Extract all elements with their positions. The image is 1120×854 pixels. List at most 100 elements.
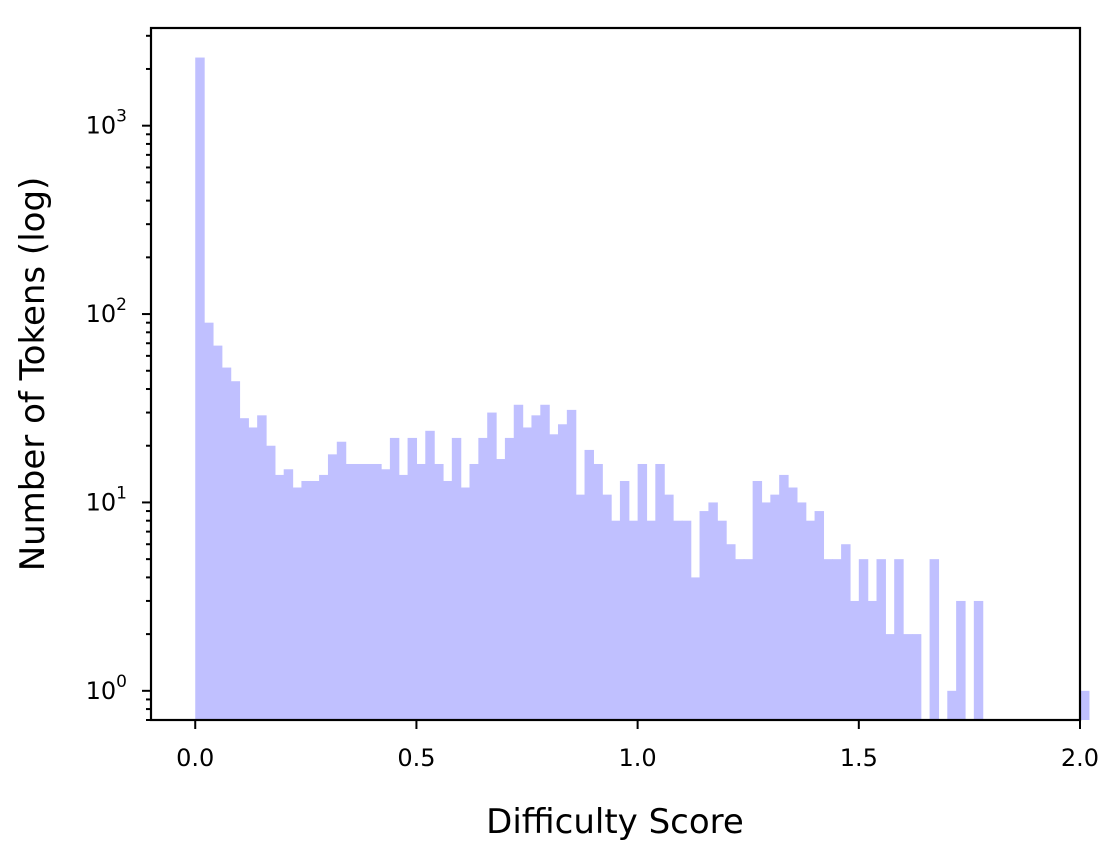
x-tick-label: 0.0 — [176, 744, 214, 772]
histogram-bar — [301, 480, 311, 720]
histogram-bar — [593, 463, 603, 720]
histogram-bar — [549, 434, 559, 720]
histogram-bar — [407, 437, 418, 720]
y-tick-label: 100 — [86, 672, 127, 705]
histogram-bar — [894, 559, 904, 720]
y-axis: 100 101 102 103 — [86, 34, 151, 721]
histogram-bar — [478, 437, 488, 720]
histogram-bar — [310, 480, 320, 720]
histogram-bar — [451, 437, 462, 720]
histogram-bar — [248, 427, 258, 720]
histogram-bar — [372, 463, 382, 720]
histogram-bar — [885, 634, 895, 720]
histogram-bar — [947, 690, 957, 720]
histogram-bar — [673, 520, 683, 720]
histogram-bar — [363, 463, 373, 720]
histogram-bar — [319, 474, 329, 720]
histogram-bar — [389, 437, 400, 720]
y-tick-label: 103 — [86, 107, 127, 140]
histogram-bar — [805, 520, 816, 720]
histogram-bar — [770, 494, 780, 720]
histogram-bar — [619, 480, 630, 720]
histogram-bar — [566, 409, 577, 720]
histogram-bar — [823, 559, 833, 720]
histogram-bar — [469, 463, 479, 720]
histogram-bar — [327, 454, 338, 720]
histogram-bar — [646, 520, 656, 720]
histogram-bar — [752, 480, 763, 720]
histogram-bar — [717, 520, 727, 720]
histogram-bar — [867, 600, 878, 720]
histogram-bar — [257, 415, 267, 720]
histogram-bar — [266, 445, 276, 720]
x-tick-label: 1.0 — [619, 744, 657, 772]
histogram-bar — [611, 520, 621, 720]
histogram-bar — [522, 427, 533, 720]
histogram-bar — [496, 459, 506, 720]
histogram-bar — [602, 494, 612, 720]
histogram-bar — [690, 577, 701, 720]
histogram-bar — [212, 345, 223, 720]
histogram-bar — [788, 487, 798, 720]
histogram-bar — [796, 502, 807, 720]
histogram-bar — [442, 480, 453, 720]
histogram-bar — [708, 502, 718, 720]
histogram-bars — [195, 57, 1090, 721]
histogram-bar — [354, 463, 364, 720]
x-tick-label: 1.5 — [840, 744, 878, 772]
histogram-bar — [239, 418, 249, 720]
y-tick-label: 101 — [86, 483, 127, 516]
histogram-bar — [292, 487, 303, 720]
histogram-bar — [274, 474, 285, 720]
histogram-bar — [504, 437, 515, 720]
histogram-bar — [425, 430, 435, 720]
histogram-bar — [699, 511, 709, 720]
histogram-bar — [779, 474, 789, 720]
x-tick-label: 0.5 — [397, 744, 435, 772]
histogram-bar — [398, 474, 409, 720]
histogram-bar — [531, 415, 541, 720]
x-axis-title: Difficulty Score — [486, 802, 744, 842]
histogram-bar — [195, 57, 205, 721]
histogram-bar — [204, 322, 214, 720]
histogram-bar — [903, 634, 913, 720]
plot-frame — [149, 26, 1082, 722]
histogram-bar — [584, 449, 594, 720]
histogram-bar — [628, 520, 639, 720]
histogram-bar — [929, 559, 940, 720]
histogram-bar — [575, 494, 586, 720]
y-axis-title: Number of Tokens (log) — [13, 177, 53, 572]
histogram-bar — [336, 441, 347, 720]
histogram-bar — [726, 544, 736, 720]
histogram-bar — [434, 463, 444, 720]
histogram-bar — [849, 600, 860, 720]
histogram-bar — [416, 463, 426, 720]
histogram-bar — [814, 511, 825, 720]
histogram-bar — [761, 502, 771, 720]
histogram-bar — [956, 600, 966, 720]
histogram-bar — [221, 367, 232, 720]
histogram-bar — [876, 559, 886, 720]
histogram-bar — [487, 412, 497, 720]
histogram-bar — [911, 634, 922, 720]
histogram-bar — [858, 559, 869, 720]
histogram-bar — [513, 404, 524, 720]
histogram-bar — [283, 469, 294, 720]
histogram-bar — [460, 487, 471, 720]
histogram-bar — [734, 559, 745, 720]
histogram-bar — [973, 600, 984, 720]
x-axis: 0.0 0.5 1.0 1.5 2.0 — [176, 720, 1099, 772]
histogram-bar — [540, 404, 550, 720]
histogram-bar — [230, 381, 241, 720]
histogram-bar — [345, 463, 356, 720]
histogram-bar — [832, 559, 842, 720]
histogram-bar — [655, 463, 665, 720]
y-tick-label: 102 — [86, 295, 127, 328]
histogram-bar — [557, 424, 568, 720]
histogram-bar — [381, 469, 391, 720]
histogram-bar — [681, 520, 692, 720]
x-tick-label: 2.0 — [1061, 744, 1099, 772]
histogram-bar — [637, 463, 648, 720]
